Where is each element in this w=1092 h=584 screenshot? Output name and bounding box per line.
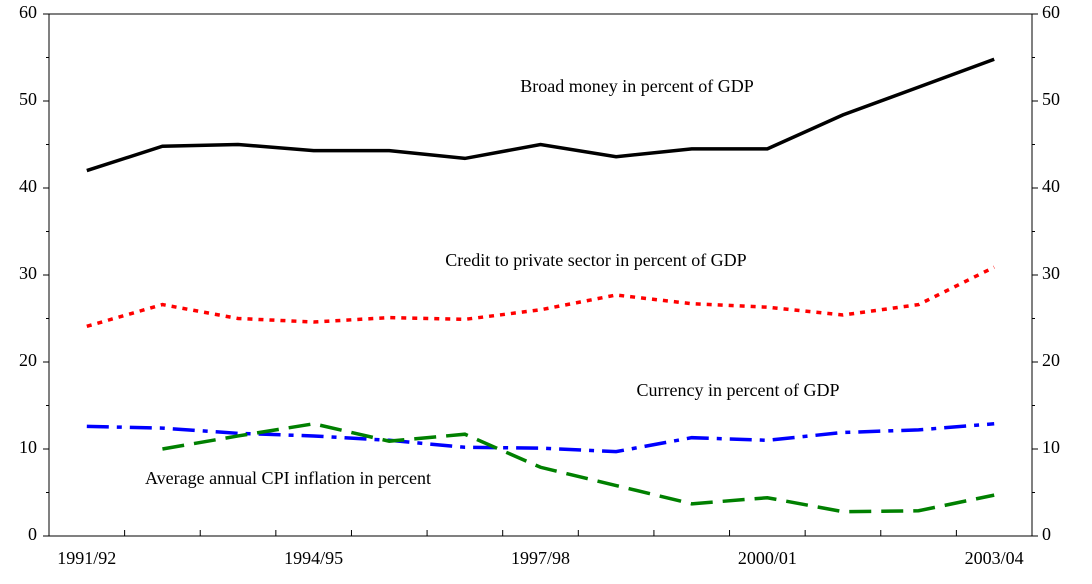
x-tick-label: 2000/01 bbox=[738, 548, 797, 568]
series-label: Average annual CPI inflation in percent bbox=[145, 468, 431, 488]
y2-tick-label: 10 bbox=[1042, 437, 1060, 457]
y2-tick-label: 60 bbox=[1042, 2, 1060, 22]
x-tick-label: 1991/92 bbox=[57, 548, 116, 568]
y-tick-label: 20 bbox=[19, 350, 37, 370]
y2-tick-label: 30 bbox=[1042, 263, 1060, 283]
series-line bbox=[86, 57, 995, 173]
series-line bbox=[86, 265, 995, 329]
y-tick-label: 40 bbox=[19, 176, 37, 196]
series-label: Currency in percent of GDP bbox=[637, 380, 840, 400]
x-tick-label: 1997/98 bbox=[511, 548, 570, 568]
x-tick-label: 1994/95 bbox=[284, 548, 343, 568]
y-tick-label: 10 bbox=[19, 437, 37, 457]
series-line bbox=[86, 422, 995, 454]
y2-tick-label: 50 bbox=[1042, 89, 1060, 109]
y-tick-label: 60 bbox=[19, 2, 37, 22]
series-label: Broad money in percent of GDP bbox=[520, 76, 753, 96]
y-tick-label: 50 bbox=[19, 89, 37, 109]
y-tick-label: 30 bbox=[19, 263, 37, 283]
y2-tick-label: 0 bbox=[1042, 524, 1051, 544]
series-line bbox=[162, 421, 995, 514]
y2-tick-label: 40 bbox=[1042, 176, 1060, 196]
series-label: Credit to private sector in percent of G… bbox=[445, 250, 746, 270]
x-tick-label: 2003/04 bbox=[965, 548, 1024, 568]
y-tick-label: 0 bbox=[28, 524, 37, 544]
y2-tick-label: 20 bbox=[1042, 350, 1060, 370]
